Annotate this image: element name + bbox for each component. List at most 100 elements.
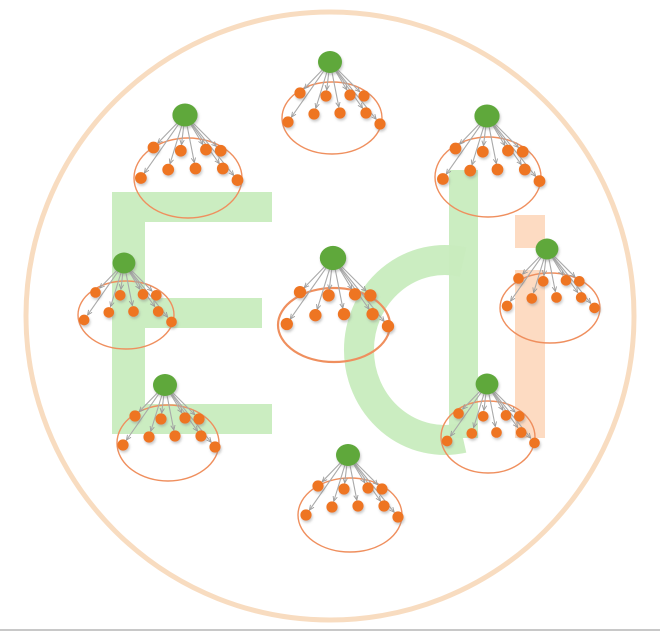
link-arrow: [335, 69, 363, 109]
child-node: [79, 315, 90, 326]
child-node: [322, 289, 334, 301]
child-node: [129, 410, 140, 421]
child-node: [217, 163, 229, 175]
child-node: [338, 308, 350, 320]
child-node: [128, 306, 139, 317]
child-node: [193, 413, 204, 424]
child-node: [464, 165, 476, 177]
child-node: [294, 87, 305, 98]
child-node: [491, 427, 502, 438]
child-node: [442, 436, 453, 447]
child-node: [362, 482, 373, 493]
child-node: [138, 289, 149, 300]
parent-node: [336, 444, 360, 466]
child-node: [392, 511, 403, 522]
child-node: [382, 320, 394, 332]
child-node: [115, 290, 126, 301]
link-arrow: [552, 256, 578, 293]
child-node: [477, 146, 489, 158]
child-node: [453, 408, 464, 419]
child-node: [589, 303, 600, 314]
child-node: [215, 145, 227, 157]
link-arrow: [336, 68, 360, 92]
child-node: [143, 431, 154, 442]
child-node: [281, 318, 293, 330]
child-node: [478, 411, 489, 422]
child-node: [117, 439, 128, 450]
child-node: [209, 441, 220, 452]
parent-node: [318, 51, 342, 73]
link-arrow: [354, 461, 378, 485]
child-node: [360, 107, 371, 118]
child-node: [312, 480, 323, 491]
link-arrow: [191, 121, 217, 147]
child-node: [366, 308, 378, 320]
child-node: [501, 410, 512, 421]
child-node: [169, 430, 180, 441]
child-node: [534, 175, 546, 187]
parent-node: [113, 253, 136, 274]
child-node: [349, 288, 361, 300]
link-arrow: [493, 122, 519, 148]
child-node: [344, 89, 355, 100]
child-node: [576, 292, 587, 303]
parent-node: [476, 374, 499, 395]
cluster-bottom: [298, 444, 404, 552]
child-node: [90, 287, 101, 298]
child-node: [338, 483, 349, 494]
child-node: [437, 173, 449, 185]
child-node: [514, 411, 525, 422]
child-node: [364, 289, 376, 301]
child-node: [574, 276, 585, 287]
child-node: [466, 428, 477, 439]
child-node: [551, 292, 562, 303]
link-arrow: [492, 391, 518, 428]
child-node: [200, 144, 212, 156]
child-node: [103, 307, 114, 318]
child-node: [148, 142, 160, 154]
child-node: [326, 501, 337, 512]
link-arrow: [460, 122, 482, 144]
child-node: [513, 273, 524, 284]
child-node: [529, 438, 540, 449]
child-node: [135, 172, 147, 184]
link-arrow: [353, 462, 381, 502]
child-node: [320, 90, 331, 101]
child-node: [294, 286, 306, 298]
link-arrow: [339, 264, 367, 292]
child-node: [378, 500, 389, 511]
child-node: [308, 108, 319, 119]
child-node: [153, 306, 164, 317]
link-arrow: [304, 68, 324, 89]
parent-node: [536, 239, 559, 260]
child-node: [282, 116, 293, 127]
child-node: [151, 290, 162, 301]
child-node: [166, 317, 177, 328]
child-node: [492, 164, 504, 176]
parent-node: [474, 104, 499, 127]
child-node: [309, 309, 321, 321]
child-node: [162, 164, 174, 176]
child-node: [190, 163, 202, 175]
cluster-top: [282, 51, 386, 154]
child-node: [450, 143, 462, 155]
parent-node: [153, 374, 177, 396]
child-node: [334, 107, 345, 118]
child-node: [232, 174, 244, 186]
child-node: [175, 145, 187, 157]
child-node: [155, 413, 166, 424]
link-arrow: [304, 264, 327, 288]
parent-node: [172, 103, 197, 126]
child-node: [519, 164, 531, 176]
child-node: [517, 146, 529, 158]
child-node: [526, 293, 537, 304]
bottom-divider: [0, 629, 660, 631]
child-node: [516, 427, 527, 438]
child-node: [352, 500, 363, 511]
parent-node: [320, 246, 346, 270]
child-node: [502, 301, 513, 312]
child-node: [376, 483, 387, 494]
child-node: [561, 275, 572, 286]
child-node: [358, 90, 369, 101]
